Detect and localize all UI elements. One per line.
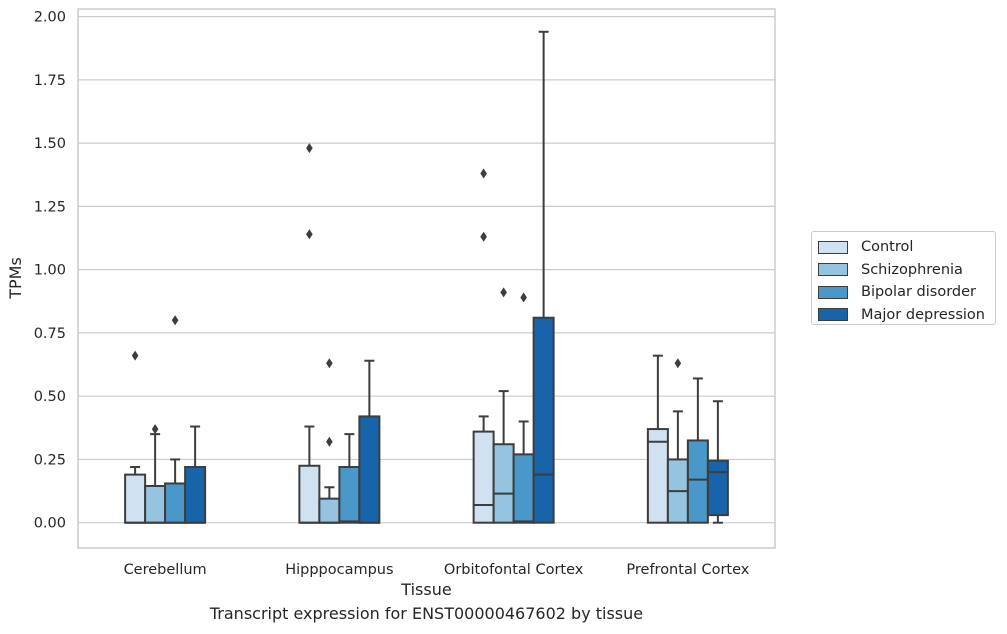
outlier-point <box>480 168 487 179</box>
box <box>164 482 187 524</box>
outlier-point <box>500 287 507 298</box>
y-tick-label: 1.50 <box>34 136 66 152</box>
box <box>686 439 709 524</box>
outlier-point <box>326 436 333 447</box>
y-tick-label: 0.00 <box>34 516 66 532</box>
y-tick-label: 1.25 <box>34 199 66 215</box>
y-axis-label: TPMs <box>6 257 25 300</box>
legend-label: Major depression <box>861 306 985 323</box>
box <box>492 443 515 524</box>
outlier-point <box>520 292 527 303</box>
box <box>338 466 361 524</box>
box <box>512 453 535 524</box>
y-tick-label: 0.50 <box>34 389 66 405</box>
box <box>124 473 147 524</box>
outlier-point <box>674 358 682 369</box>
y-tick-label: 1.75 <box>34 73 66 89</box>
legend-swatch-control <box>818 240 848 254</box>
legend-item: Control <box>818 236 989 259</box>
y-tick-label: 0.75 <box>34 326 66 342</box>
outlier-point <box>151 424 159 435</box>
box <box>298 464 321 524</box>
chart-caption: Transcript expression for ENST0000046760… <box>209 604 644 623</box>
outlier-point <box>326 358 333 369</box>
x-tick-labels: Cerebellum Hipppocampus Orbitofontal Corte… <box>124 562 750 578</box>
legend-item: Schizophrenia <box>818 259 989 282</box>
x-tick-label: Cerebellum <box>124 562 207 578</box>
box-elements <box>124 30 729 524</box>
legend-item: Bipolar disorder <box>818 281 989 304</box>
legend: Control Schizophrenia Bipolar disorder M… <box>811 231 996 325</box>
y-tick-labels: 0.00 0.25 0.50 0.75 1.00 1.25 1.50 1.75 2.00 <box>34 10 66 532</box>
box <box>184 466 207 524</box>
x-axis-label: Tissue <box>400 580 451 599</box>
legend-swatch-major-depression <box>818 308 848 322</box>
legend-swatch-bipolar-disorder <box>818 285 848 299</box>
outlier-point <box>171 315 179 326</box>
legend-label: Schizophrenia <box>861 261 963 278</box>
legend-label: Bipolar disorder <box>861 284 976 301</box>
x-tick-label: Orbitofontal Cortex <box>444 562 584 578</box>
y-tick-label: 1.00 <box>34 263 66 279</box>
box <box>706 459 729 517</box>
outlier-point <box>480 231 487 242</box>
x-tick-label: Prefrontal Cortex <box>626 562 749 578</box>
box <box>358 415 381 524</box>
x-tick-label: Hipppocampus <box>285 562 393 578</box>
box <box>318 497 341 524</box>
box <box>472 430 495 524</box>
legend-label: Control <box>861 239 914 256</box>
box <box>646 428 669 524</box>
outlier-point <box>131 350 139 361</box>
y-tick-label: 2.00 <box>34 10 66 26</box>
y-tick-label: 0.25 <box>34 452 66 468</box>
legend-swatch-schizophrenia <box>818 263 848 277</box>
box <box>532 316 555 524</box>
outlier-point <box>306 229 313 240</box>
legend-item: Major depression <box>818 304 989 327</box>
box <box>144 485 167 524</box>
outlier-point <box>306 143 313 154</box>
